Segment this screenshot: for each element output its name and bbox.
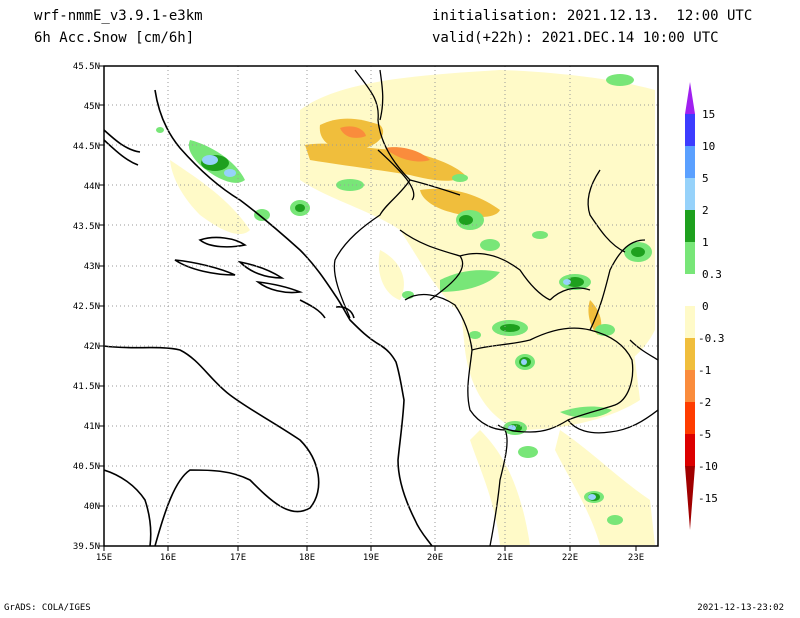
lat-label: 41N <box>84 422 100 432</box>
snow-band-heavy <box>340 126 430 162</box>
colorbar-segment <box>685 434 695 466</box>
lon-label: 19E <box>363 553 379 563</box>
colorbar-label: 1 <box>702 236 709 249</box>
lat-label: 41.5N <box>73 382 100 392</box>
colorbar-segment <box>685 274 695 306</box>
lon-label: 22E <box>562 553 578 563</box>
colorbar-label: -15 <box>698 492 718 505</box>
grid-lines <box>104 66 658 546</box>
lon-label: 20E <box>427 553 443 563</box>
lat-label: 43N <box>84 262 100 272</box>
lat-label: 42.5N <box>73 302 100 312</box>
lon-label: 21E <box>497 553 513 563</box>
footer-timestamp: 2021-12-13-23:02 <box>697 603 784 613</box>
init-time: initialisation: 2021.12.13. 12:00 UTC <box>432 8 753 24</box>
lat-label: 45.5N <box>73 62 100 72</box>
colorbar-segment <box>685 242 695 274</box>
colorbar-bottom-arrow <box>685 466 695 530</box>
colorbar-label: -5 <box>698 428 711 441</box>
lat-label: 43.5N <box>73 222 100 232</box>
lon-label: 17E <box>230 553 246 563</box>
colorbar-label: -1 <box>698 364 711 377</box>
colorbar: 15 10 5 2 1 0.3 0 -0.3 -1 -2 -5 -10 -15 <box>685 82 725 530</box>
lat-label: 45N <box>84 102 100 112</box>
axis-ticks <box>99 65 637 551</box>
lon-label: 15E <box>96 553 112 563</box>
colorbar-segment <box>685 370 695 402</box>
lat-label: 39.5N <box>73 542 100 552</box>
valid-time: valid(+22h): 2021.DEC.14 10:00 UTC <box>432 30 719 46</box>
colorbar-segment <box>685 210 695 242</box>
lon-label: 18E <box>299 553 315 563</box>
snow-band-blue <box>202 155 596 500</box>
colorbar-label: 2 <box>702 204 709 217</box>
coastlines <box>104 89 433 546</box>
colorbar-label: -2 <box>698 396 711 409</box>
country-borders <box>333 69 658 546</box>
lat-label: 44N <box>84 182 100 192</box>
colorbar-segment <box>685 178 695 210</box>
latitude-labels: 45.5N 45N 44.5N 44N 43.5N 43N 42.5N 42N … <box>73 62 100 552</box>
lat-label: 40N <box>84 502 100 512</box>
longitude-labels: 15E 16E 17E 18E 19E 20E 21E 22E 23E <box>96 553 644 563</box>
footer-credit: GrADS: COLA/IGES <box>4 603 91 613</box>
snow-field <box>104 66 658 546</box>
model-title: wrf-nmmE_v3.9.1-e3km <box>34 8 203 24</box>
colorbar-label: -0.3 <box>698 332 725 345</box>
colorbar-label: 0 <box>702 300 709 313</box>
colorbar-label: 10 <box>702 140 715 153</box>
lat-label: 42N <box>84 342 100 352</box>
colorbar-segment <box>685 338 695 370</box>
field-title: 6h Acc.Snow [cm/6h] <box>34 30 195 46</box>
colorbar-segment <box>685 306 695 338</box>
colorbar-top-arrow <box>685 82 695 114</box>
colorbar-label: 15 <box>702 108 715 121</box>
colorbar-segment <box>685 402 695 434</box>
colorbar-label: 0.3 <box>702 268 722 281</box>
lat-label: 40.5N <box>73 462 100 472</box>
colorbar-segment <box>685 146 695 178</box>
colorbar-label: 5 <box>702 172 709 185</box>
lon-label: 16E <box>160 553 176 563</box>
lat-label: 44.5N <box>73 142 100 152</box>
lon-label: 23E <box>628 553 644 563</box>
colorbar-segment <box>685 114 695 146</box>
colorbar-label: -10 <box>698 460 718 473</box>
